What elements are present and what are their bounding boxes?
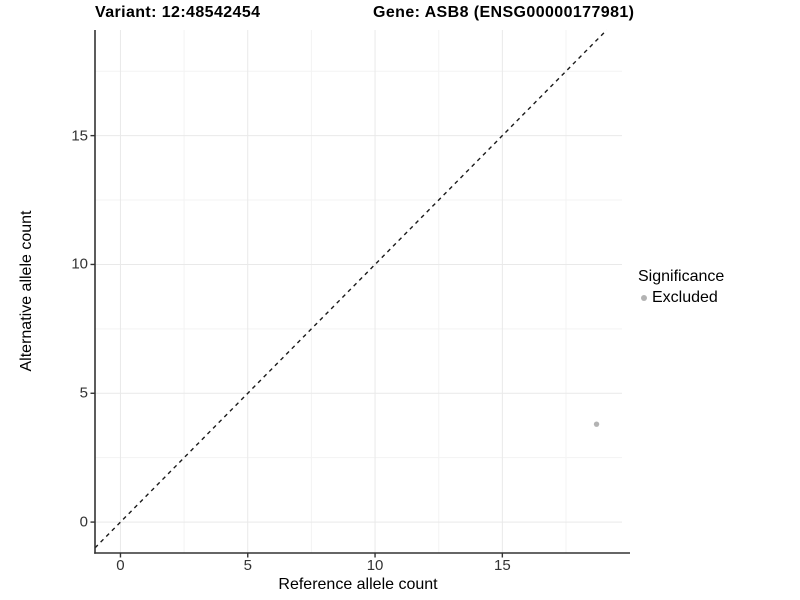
y-tick-label: 10 [71,255,88,273]
grid-major [95,30,622,553]
x-tick-label: 0 [116,557,125,574]
identity-reference-line [94,29,608,549]
y-tick-label: 15 [71,127,88,145]
legend-point-icon [641,295,647,301]
x-tick-label: 10 [366,557,384,574]
y-tick-label: 0 [79,513,88,531]
legend-entry-label: Excluded [652,289,718,306]
grid-minor [95,30,622,553]
y-axis-title: Alternative allele count [18,210,35,372]
legend-entry: Excluded [638,289,724,307]
x-axis-title: Reference allele count [278,576,438,593]
tick-marks [90,134,504,558]
plot-title-gene: Gene: ASB8 (ENSG00000177981) [373,4,635,21]
x-tick-label: 5 [243,557,252,574]
plot-title-variant: Variant: 12:48542454 [95,4,261,21]
x-tick-label: 15 [493,557,511,574]
legend: Significance Excluded [638,268,724,307]
data-point [593,421,600,427]
y-tick-label: 5 [79,384,88,402]
data-points [593,421,600,427]
legend-title: Significance [638,268,725,285]
